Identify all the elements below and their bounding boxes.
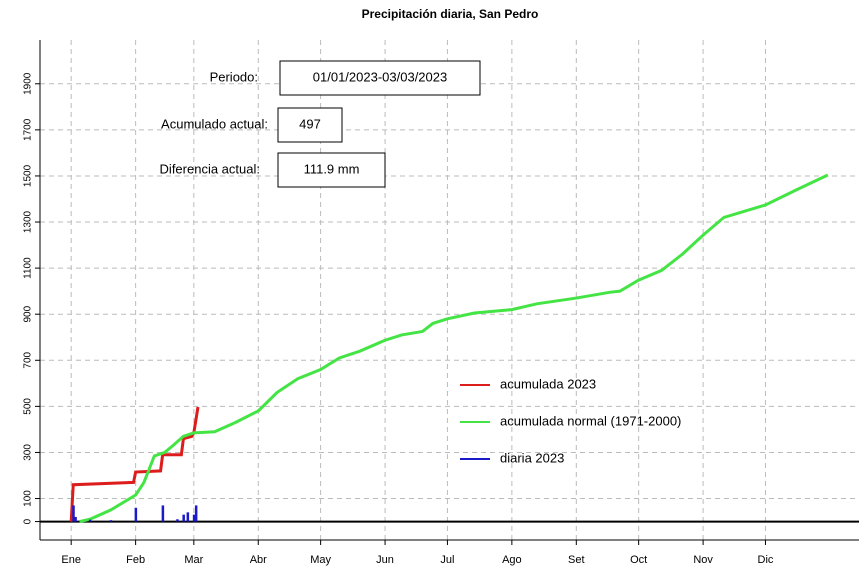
- x-tick-label: Oct: [630, 554, 647, 566]
- x-tick-label: Jun: [376, 554, 394, 566]
- y-tick-label: 1300: [23, 210, 34, 233]
- y-tick-label: 500: [23, 398, 34, 415]
- x-tick-label: Ene: [61, 554, 81, 566]
- series-line: [69, 406, 200, 522]
- legend-label: acumulada 2023: [500, 376, 596, 391]
- y-tick-label: 900: [23, 305, 34, 322]
- annotation-label: Acumulado actual:: [161, 116, 268, 131]
- x-tick-label: Set: [568, 554, 585, 566]
- bar: [186, 512, 190, 522]
- bar: [176, 519, 179, 522]
- x-tick-label: Mar: [184, 554, 203, 566]
- bar: [182, 514, 185, 522]
- annotation-box: [277, 152, 386, 188]
- y-tick-label: 700: [23, 351, 34, 368]
- annotation-box: [277, 107, 343, 143]
- bar: [161, 505, 165, 522]
- y-tick-label: 1100: [23, 257, 34, 279]
- y-tick-label: 1700: [23, 118, 34, 141]
- x-tick-label: Dic: [758, 554, 774, 566]
- bar: [134, 507, 138, 522]
- bar: [74, 516, 77, 522]
- x-tick-label: Feb: [126, 554, 145, 566]
- bar: [194, 505, 198, 522]
- series-line: [79, 173, 829, 524]
- bar: [109, 520, 113, 522]
- annotation-label: Periodo:: [210, 69, 258, 84]
- legend-label: diaria 2023: [500, 450, 564, 465]
- legend-label: acumulada normal (1971-2000): [500, 413, 681, 428]
- x-tick-label: Ago: [502, 554, 522, 566]
- y-tick-label: 100: [23, 490, 34, 507]
- annotation-label: Diferencia actual:: [160, 161, 260, 176]
- chart-title: Precipitación diaria, San Pedro: [362, 7, 539, 21]
- bar: [72, 505, 75, 522]
- annotation-box: [279, 60, 481, 96]
- annotation-value: 01/01/2023-03/03/2023: [313, 69, 447, 84]
- y-tick-label: 1900: [23, 72, 34, 95]
- x-tick-label: Jul: [440, 554, 454, 566]
- x-tick-label: Abr: [250, 554, 267, 566]
- annotation-value: 497: [299, 116, 321, 131]
- annotation-value: 111.9 mm: [304, 161, 360, 176]
- y-tick-label: 300: [23, 444, 34, 461]
- bar: [88, 519, 92, 522]
- y-tick-label: 1500: [23, 164, 34, 187]
- x-tick-label: Nov: [693, 554, 713, 566]
- bar: [192, 514, 196, 522]
- x-tick-label: May: [310, 554, 331, 566]
- y-tick-label: 0: [23, 518, 34, 524]
